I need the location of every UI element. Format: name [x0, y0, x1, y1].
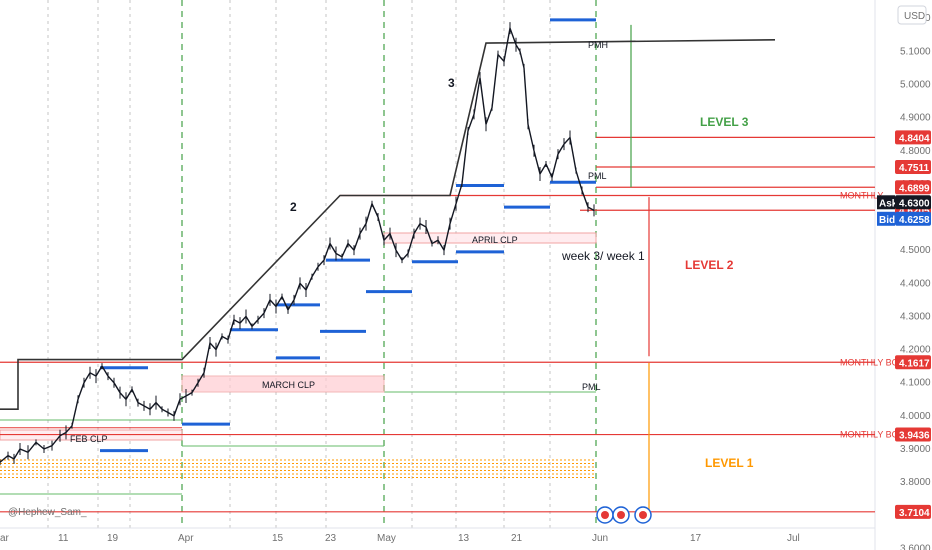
y-tick-label: 4.8000 [900, 146, 931, 157]
monthly-bot-label: MONTHLY BOT [840, 430, 905, 440]
y-tick-label: 4.3000 [900, 311, 931, 322]
feb-clp-label: FEB CLP [70, 434, 108, 444]
price-tag-bg [895, 504, 931, 519]
y-tick-label: 5.0000 [900, 79, 931, 90]
x-tick-label: ar [0, 533, 10, 544]
wave-2-label: 2 [290, 200, 297, 214]
structure-line [0, 38, 776, 411]
y-tick-label: 4.0000 [900, 411, 931, 422]
x-tick-label: 17 [690, 533, 702, 544]
march-clp-label: MARCH CLP [262, 380, 315, 390]
event-flag-dot [601, 511, 609, 519]
ask-price-bg [895, 195, 931, 210]
price-tag-label: 4.6899 [899, 183, 930, 194]
price-tag-bg [895, 427, 931, 442]
x-tick-label: 23 [325, 533, 337, 544]
event-flag-dot [617, 511, 625, 519]
y-tick-label: 4.9000 [900, 113, 931, 124]
x-tick-label: Jun [592, 533, 608, 544]
ask-label: Ask [879, 198, 898, 209]
x-tick-label: 21 [511, 533, 523, 544]
price-tag-label: 3.7104 [899, 508, 930, 519]
y-tick-label: 3.6000 [900, 543, 931, 550]
pmh-label: PMH [588, 40, 608, 50]
x-tick-label: 11 [58, 533, 69, 544]
y-tick-label: 4.5000 [900, 245, 931, 256]
price-tag-label: 4.6205 [899, 206, 930, 217]
ask-price: 4.6300 [899, 198, 930, 209]
bid-label: Bid [879, 215, 895, 226]
price-tag-label: 3.9436 [899, 431, 930, 442]
price-axis-bg [875, 0, 932, 550]
y-tick-label: 3.9000 [900, 444, 931, 455]
x-tick-label: May [377, 533, 396, 544]
x-tick-label: Apr [178, 533, 194, 544]
bid-price-bg [895, 211, 931, 226]
price-tag-bg [895, 355, 931, 370]
monthly-line-label: MONTHLY [840, 191, 883, 201]
price-tag-bg [895, 130, 931, 145]
bid-label-bg [877, 211, 895, 226]
pml-label: PML [588, 171, 607, 181]
ask-label-bg [877, 195, 895, 210]
bid-price: 4.6258 [899, 215, 930, 226]
week-note-label: week 3/ week 1 [561, 249, 645, 263]
april-clp-label: APRIL CLP [472, 235, 518, 245]
y-tick-label: 4.2000 [900, 345, 931, 356]
y-tick-label: 3.8000 [900, 477, 931, 488]
price-line [0, 25, 595, 463]
event-flag-dot [639, 511, 647, 519]
x-tick-label: Jul [787, 533, 800, 544]
watermark: @Hephew_Sam_ [8, 507, 87, 518]
x-tick-label: 19 [107, 533, 119, 544]
price-tag-label: 4.8404 [899, 133, 930, 144]
level-label: LEVEL 2 [685, 258, 734, 272]
x-tick-label: 15 [272, 533, 284, 544]
price-tag-label: 4.1617 [899, 358, 930, 369]
level-label: LEVEL 1 [705, 456, 754, 470]
monthly-bot-label: MONTHLY BOT [840, 357, 905, 367]
wave-3-label: 3 [448, 76, 455, 90]
price-tag-bg [895, 180, 931, 195]
y-tick-label: 5.1000 [900, 46, 931, 57]
y-tick-label: 4.4000 [900, 278, 931, 289]
pml-green-label: PML [582, 382, 601, 392]
price-tag-bg [895, 159, 931, 174]
x-tick-label: 13 [458, 533, 470, 544]
level-label: LEVEL 3 [700, 115, 749, 129]
currency-button: USD [904, 11, 925, 22]
y-tick-label: 4.1000 [900, 378, 931, 389]
price-tag-label: 4.7511 [899, 163, 929, 174]
currency-button-bg[interactable] [897, 5, 927, 25]
march-clp-zone [181, 375, 385, 393]
